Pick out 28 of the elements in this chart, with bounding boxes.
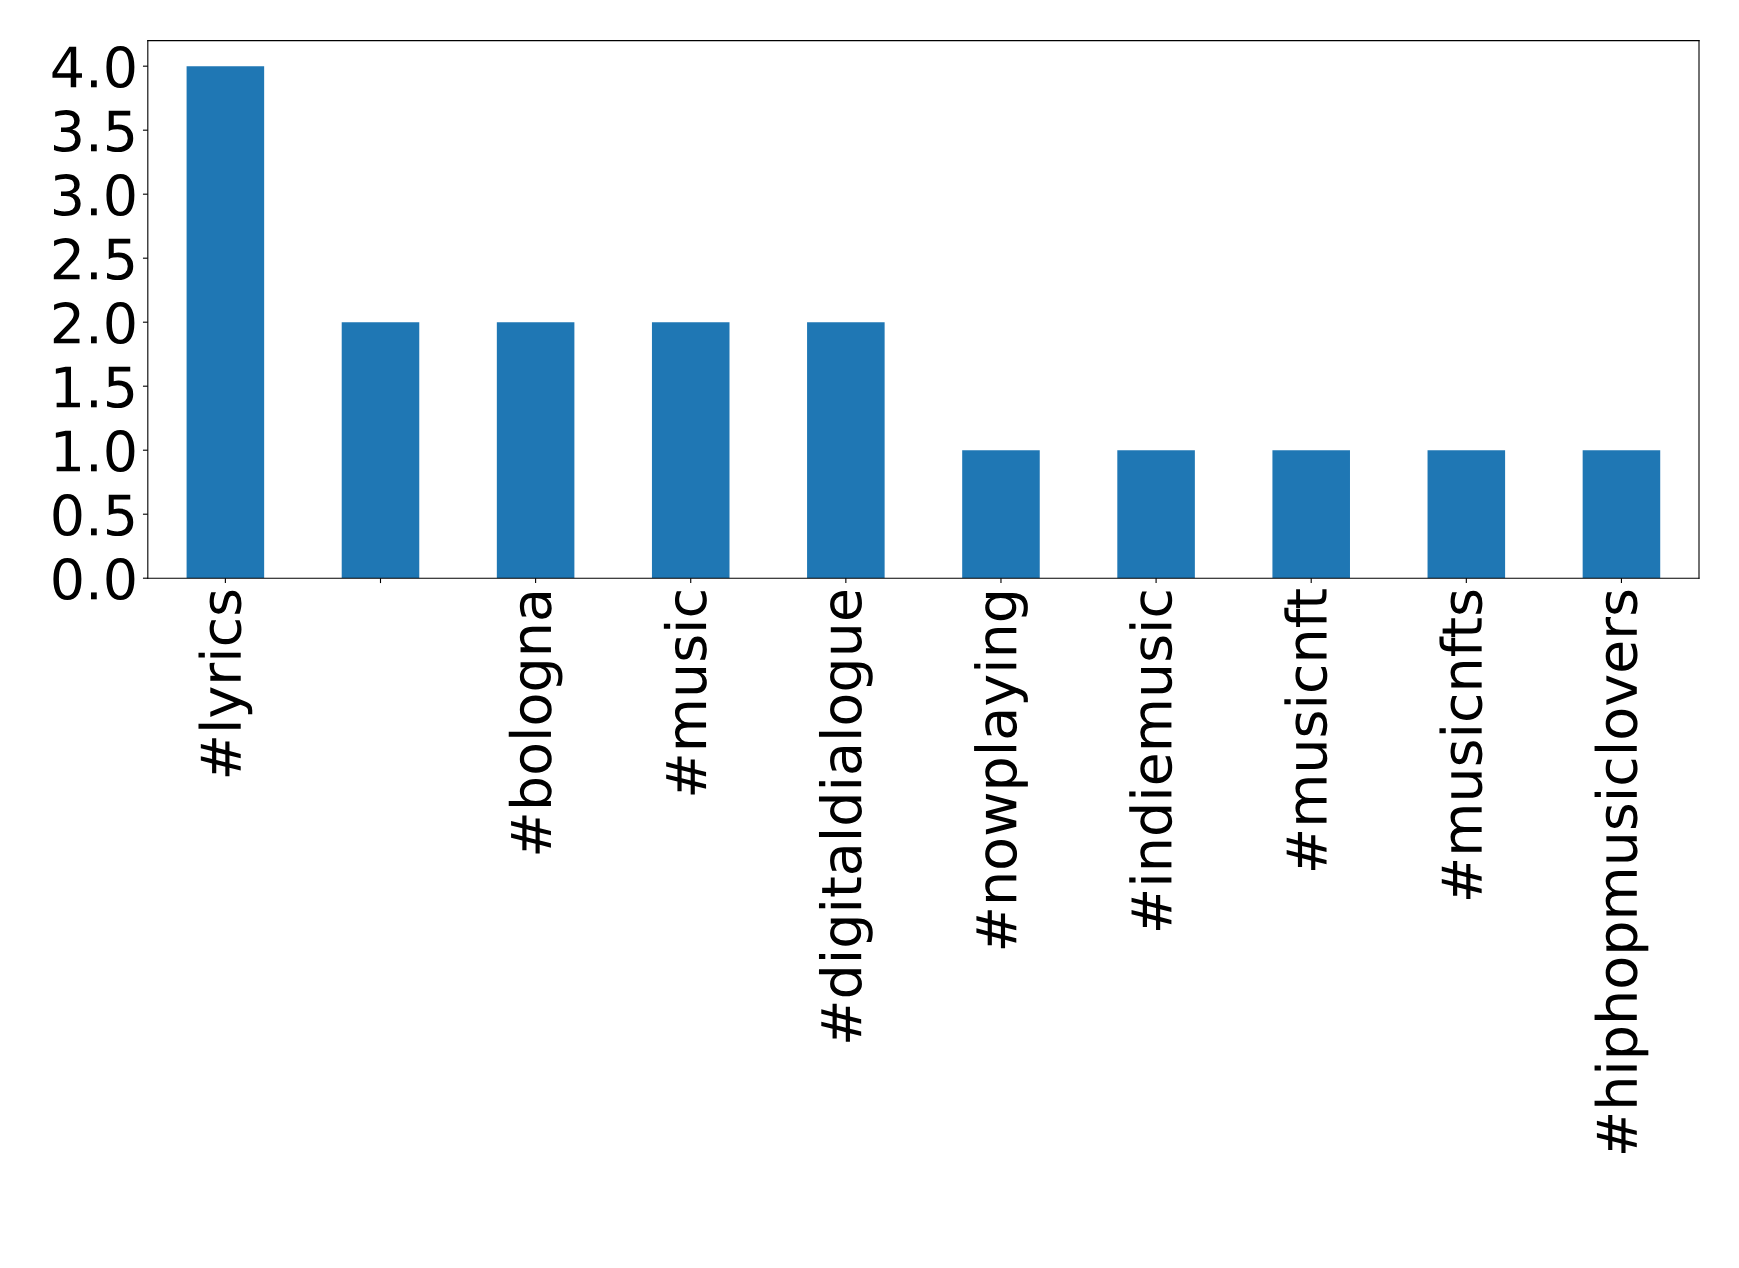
bar — [341, 322, 420, 579]
bar — [1427, 450, 1506, 579]
y-tick-label: 1.0 — [55, 430, 135, 473]
x-tick-label: #indiemusic — [1129, 591, 1173, 930]
y-tick-label: 2.5 — [53, 238, 134, 281]
x-tick-label: #bologna — [508, 592, 563, 854]
y-tick-label: 2.0 — [53, 302, 135, 345]
bar — [962, 450, 1040, 579]
x-tick-label: #musicnfts — [1439, 590, 1483, 899]
x-tick-label: #lyrics — [198, 590, 253, 777]
y-tick-label: 3.5 — [53, 110, 134, 153]
bar — [186, 66, 265, 579]
bar — [1117, 450, 1195, 579]
bar — [651, 322, 730, 579]
bar — [1582, 450, 1661, 579]
y-tick-label: 1.5 — [55, 366, 134, 409]
y-tick-label: 0.5 — [53, 494, 134, 537]
x-tick-label: #nowplaying — [974, 592, 1028, 949]
bar — [807, 322, 885, 579]
x-tick-label: #musicnft — [1284, 589, 1328, 871]
y-tick-label: 4.0 — [52, 46, 135, 89]
x-tick-label: #digitaldialogue — [818, 590, 873, 1042]
x-tick-label: #music — [663, 591, 707, 795]
bar — [496, 322, 575, 579]
bar — [1272, 450, 1350, 579]
y-tick-label: 3.0 — [53, 174, 135, 217]
y-tick-label: 0.0 — [53, 558, 135, 601]
x-tick-label: #hiphopmusiclovers — [1594, 590, 1649, 1154]
